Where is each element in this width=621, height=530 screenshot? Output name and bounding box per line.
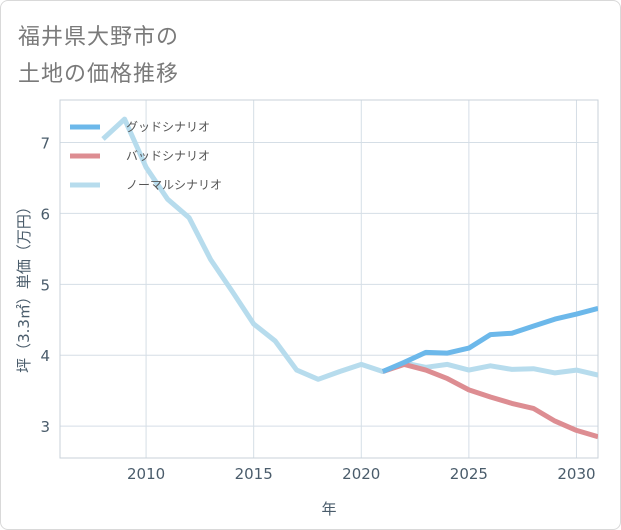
y-tick-label: 4: [40, 347, 50, 365]
x-tick-label: 2025: [450, 465, 488, 483]
plot-area-frame: [59, 99, 599, 459]
y-tick-label: 5: [40, 276, 50, 294]
y-axis-label: 坪（3.3㎡）単価（万円）: [15, 199, 33, 373]
chart-title-line-2: 土地の価格推移: [18, 62, 180, 87]
chart-title-line-1: 福井県大野市の: [18, 25, 180, 50]
legend-label: バッドシナリオ: [126, 149, 210, 163]
y-tick-label: 6: [40, 205, 50, 223]
x-tick-label: 2030: [557, 465, 595, 483]
y-tick-label: 7: [40, 135, 50, 153]
legend-label: ノーマルシナリオ: [126, 178, 222, 192]
x-axis-ticks: 2010 2015 2020 2025 2030: [127, 465, 596, 483]
series-line-good: [381, 305, 598, 374]
y-axis-ticks: 3 4 5 6 7: [40, 135, 50, 437]
x-tick-label: 2020: [342, 465, 380, 483]
x-tick-label: 2010: [127, 465, 165, 483]
grid: [60, 100, 598, 458]
series-lines: [101, 116, 598, 440]
y-tick-label: 3: [40, 418, 50, 436]
series-line-normal: [101, 116, 598, 382]
x-axis-label: 年: [321, 500, 336, 518]
legend-label: グッドシナリオ: [126, 120, 210, 134]
x-tick-label: 2015: [235, 465, 273, 483]
series-line-bad: [382, 361, 598, 440]
